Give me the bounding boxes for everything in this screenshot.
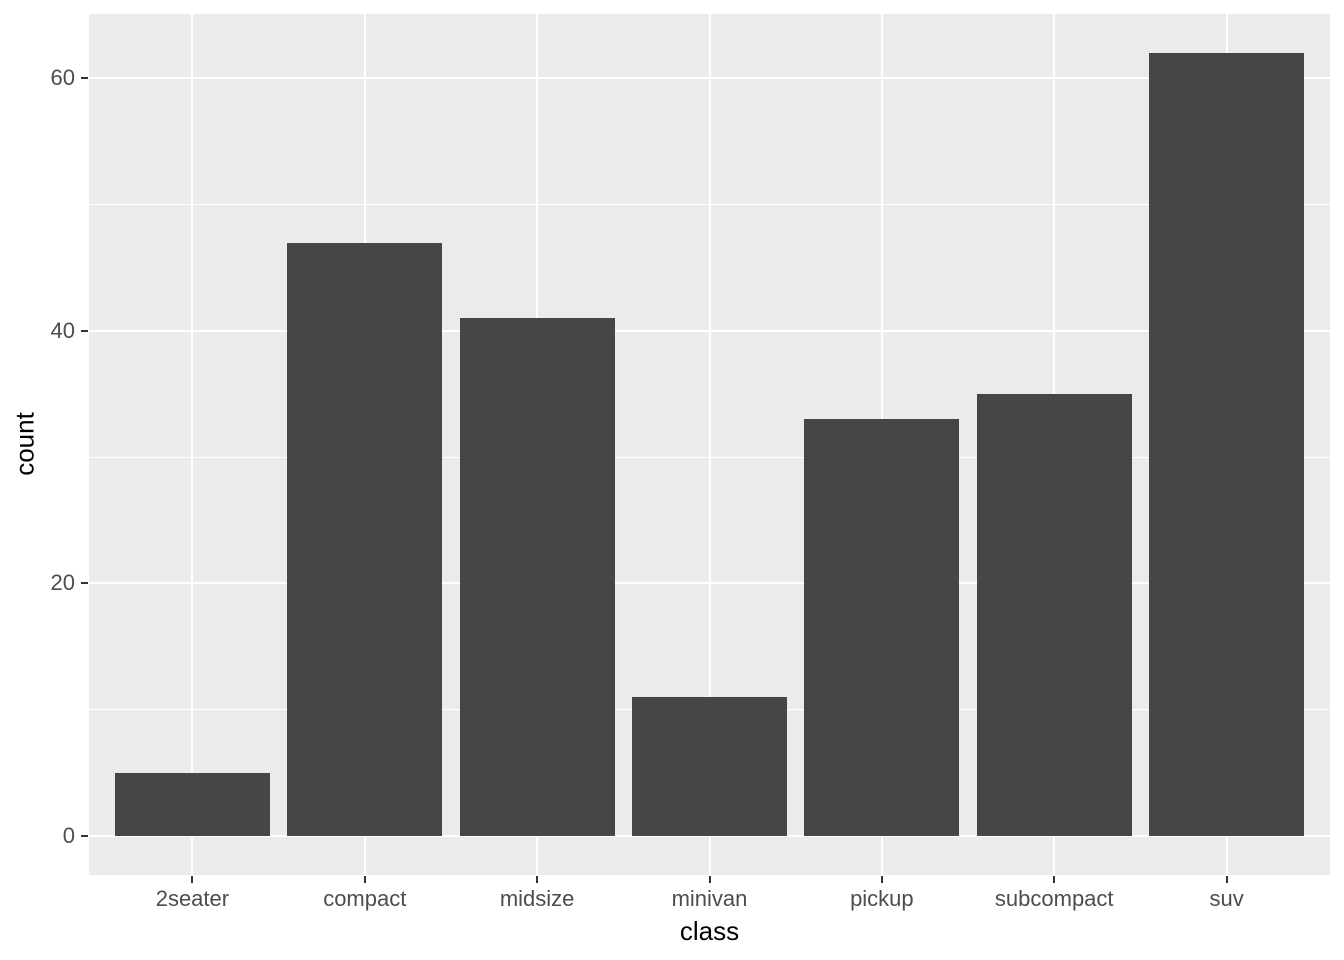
plot-panel	[89, 14, 1330, 875]
x-tick-mark-suv	[1225, 876, 1228, 883]
x-tick-label-suv: suv	[1209, 886, 1244, 911]
y-tick-mark-40	[81, 329, 88, 332]
x-tick-mark-2seater	[191, 876, 194, 883]
y-tick-mark-0	[81, 834, 88, 837]
y-tick-label-60: 60	[50, 65, 75, 91]
y-tick-mark-20	[81, 582, 88, 585]
x-tick-label-subcompact: subcompact	[994, 886, 1114, 911]
x-axis-title: class	[679, 916, 740, 946]
x-tick-label-minivan: minivan	[671, 886, 748, 911]
bar-pickup	[804, 419, 960, 836]
y-tick-label-40: 40	[50, 317, 75, 343]
x-tick-label-midsize: midsize	[499, 886, 575, 911]
gridline-major-x-2seater	[191, 14, 194, 875]
bar-subcompact	[976, 394, 1132, 836]
bar-midsize	[459, 318, 615, 836]
y-axis-title: count	[9, 412, 40, 476]
x-tick-label-pickup: pickup	[850, 886, 914, 911]
x-tick-mark-midsize	[536, 876, 539, 883]
x-tick-mark-pickup	[880, 876, 883, 883]
bar-compact	[287, 242, 443, 836]
x-tick-mark-minivan	[708, 876, 711, 883]
x-tick-mark-subcompact	[1053, 876, 1056, 883]
y-tick-label-20: 20	[50, 570, 75, 596]
x-tick-label-2seater: 2seater	[155, 886, 230, 911]
bar-2seater	[114, 772, 270, 836]
y-tick-label-0: 0	[62, 822, 75, 848]
gridline-major-x-minivan	[708, 14, 711, 875]
x-tick-label-compact: compact	[323, 886, 407, 911]
y-tick-mark-60	[81, 77, 88, 80]
bar-minivan	[631, 696, 788, 836]
bar-suv	[1149, 53, 1305, 836]
x-tick-mark-compact	[363, 876, 366, 883]
